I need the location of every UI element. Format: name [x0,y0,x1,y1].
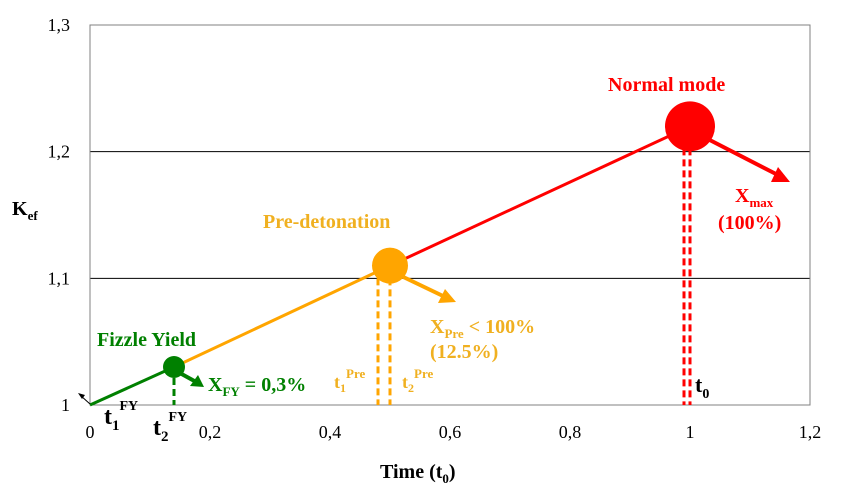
max-percent: (100%) [718,212,781,234]
y-tick-label-3: 1,3 [48,15,71,35]
x-axis-title: Time (t0) [380,461,456,486]
fizzle-title: Fizzle Yield [97,329,196,351]
data-points [163,101,715,378]
fizzle-arrowhead [190,375,204,387]
normal-point [665,101,715,152]
y-axis-title: Kef [12,198,38,223]
y-tick-labels: 1 1,1 1,2 1,3 [48,15,71,415]
t1-pre-label: t1Pre [334,366,365,395]
x-tick-label-0: 0 [86,422,95,442]
t1-pointer-head [78,393,85,399]
pre-percent: (12.5%) [430,341,498,363]
x-tick-label-5: 1 [686,422,695,442]
normal-title: Normal mode [608,74,725,96]
pre-arrowhead [438,289,456,303]
x-tick-label-2: 0,4 [319,422,342,442]
pre-title: Pre-detonation [263,211,390,233]
x-tick-label-4: 0,8 [559,422,582,442]
series-line-2 [389,124,691,268]
gridlines [90,151,810,279]
direction-arrows [78,133,790,405]
series-lines [89,124,691,407]
max-x-label: Xmax [735,185,774,210]
t0-label: t0 [695,372,709,402]
x-tick-label-3: 0,6 [439,422,462,442]
pre-x-label: XPre < 100% [430,316,535,341]
dashed-markers [172,126,692,405]
t2-fy-label: t2FY [153,410,187,445]
y-tick-label-2: 1,2 [48,142,71,162]
x-tick-labels: 0 0,2 0,4 0,6 0,8 1 1,2 [86,422,822,442]
t1-fy-label: t1FY [104,399,138,434]
fizzle-x-label: XFY = 0,3% [208,374,306,399]
series-line-1 [173,264,391,369]
max-arrow [699,133,777,176]
plot-frame [89,24,811,406]
series-line-0 [89,365,175,407]
y-tick-label-0: 1 [61,395,70,415]
x-tick-label-6: 1,2 [799,422,822,442]
y-tick-label-1: 1,1 [48,268,71,288]
t2-pre-label: t2Pre [402,366,433,395]
fizzle-point [163,356,185,378]
predetonation-point [372,247,408,284]
x-tick-label-1: 0,2 [199,422,222,442]
max-arrowhead [771,167,790,182]
